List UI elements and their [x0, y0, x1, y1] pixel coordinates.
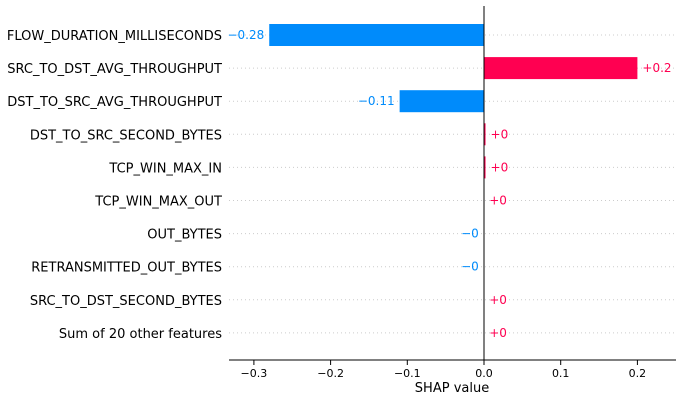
x-tick-label: −0.1 — [394, 367, 421, 380]
bar — [484, 123, 486, 146]
value-label: −0 — [461, 227, 479, 241]
bar — [399, 90, 484, 113]
feature-label: OUT_BYTES — [147, 228, 222, 243]
x-axis: −0.3 −0.2 −0.1 0.0 0.1 0.2 — [229, 359, 676, 380]
bars — [269, 24, 638, 344]
feature-label: SRC_TO_DST_AVG_THROUGHPUT — [7, 62, 222, 77]
value-label: +0 — [489, 326, 507, 340]
value-label: −0.11 — [358, 94, 395, 108]
feature-label: RETRANSMITTED_OUT_BYTES — [31, 261, 222, 276]
feature-label: SRC_TO_DST_SECOND_BYTES — [30, 294, 222, 309]
x-tick-label: 0.0 — [475, 367, 493, 380]
bar — [484, 57, 638, 80]
x-tick-label: 0.2 — [629, 367, 647, 380]
value-label: +0 — [491, 160, 509, 174]
feature-labels: FLOW_DURATION_MILLISECONDS SRC_TO_DST_AVG… — [7, 29, 222, 342]
x-tick-label: 0.1 — [552, 367, 570, 380]
grid-lines — [229, 34, 676, 334]
value-label: +0 — [489, 293, 507, 307]
feature-label: TCP_WIN_MAX_OUT — [94, 195, 222, 210]
feature-label: DST_TO_SRC_AVG_THROUGHPUT — [7, 95, 222, 110]
value-label: +0 — [489, 194, 507, 208]
value-label: −0 — [461, 260, 479, 274]
feature-label: DST_TO_SRC_SECOND_BYTES — [30, 128, 222, 143]
value-label: +0 — [491, 127, 509, 141]
x-tick-label: −0.2 — [317, 367, 344, 380]
value-label: +0.2 — [642, 61, 671, 75]
value-label: −0.28 — [227, 28, 264, 42]
x-axis-label: SHAP value — [415, 381, 489, 396]
feature-label: TCP_WIN_MAX_IN — [108, 161, 222, 176]
feature-label: Sum of 20 other features — [59, 327, 222, 342]
feature-label: FLOW_DURATION_MILLISECONDS — [7, 29, 222, 44]
bar — [484, 156, 486, 179]
value-labels: −0.28 +0.2 −0.11 +0 +0 +0 −0 −0 +0 +0 — [227, 28, 671, 340]
bar — [269, 24, 484, 46]
x-tick-label: −0.3 — [241, 367, 268, 380]
